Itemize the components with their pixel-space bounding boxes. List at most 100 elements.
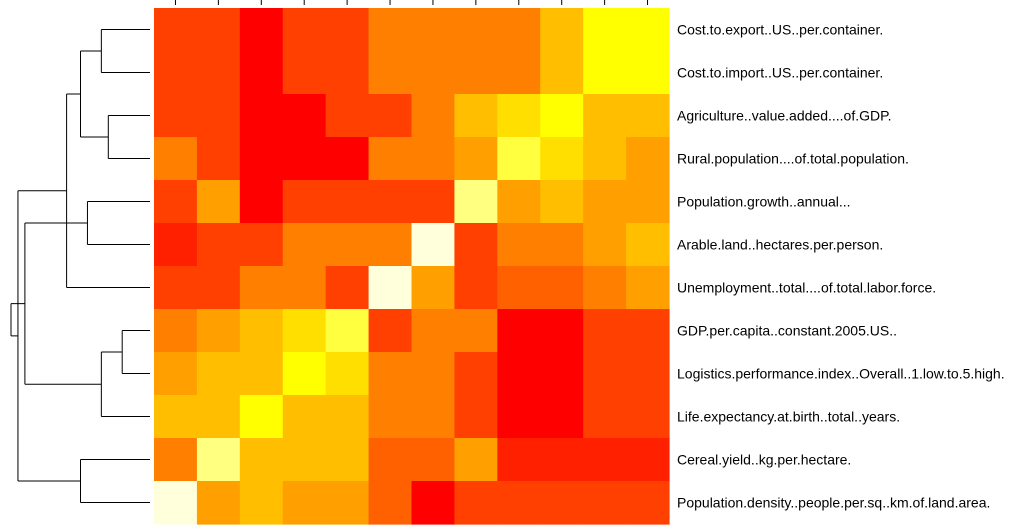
row-label: Life.expectancy.at.birth..total..years. [677, 409, 900, 425]
row-label: Unemployment..total....of.total.labor.fo… [677, 280, 936, 296]
heatmap-cell [239, 8, 284, 52]
heatmap-cell [196, 137, 241, 181]
heatmap-cell [540, 180, 584, 224]
heatmap-cell [368, 137, 413, 181]
heatmap-cell [154, 223, 198, 267]
heatmap-cell [497, 94, 541, 138]
heatmap-cell [154, 51, 198, 95]
heatmap-cell [454, 51, 498, 95]
heatmap-cell [454, 8, 498, 52]
heatmap-cell [411, 395, 456, 439]
heatmap-cell [540, 266, 584, 310]
heatmap-cell [497, 223, 541, 267]
heatmap-cell [454, 180, 498, 224]
heatmap-cell [282, 94, 327, 138]
heatmap-cell [325, 51, 370, 95]
heatmap-cell [626, 94, 670, 138]
row-label: Arable.land..hectares.per.person. [677, 237, 883, 253]
heatmap-cell [540, 438, 584, 482]
heatmap-cell [196, 395, 241, 439]
heatmap-cell [154, 180, 198, 224]
heatmap-cell [540, 352, 584, 396]
heatmap-cell [196, 180, 241, 224]
heatmap-cell [368, 438, 413, 482]
heatmap-cell [626, 180, 670, 224]
heatmap-cell [583, 352, 627, 396]
heatmap-cell [196, 94, 241, 138]
heatmap-cell [239, 266, 284, 310]
heatmap-cell [454, 266, 498, 310]
heatmap-cell [583, 94, 627, 138]
heatmap-cell [154, 309, 198, 353]
row-dendrogram [10, 29, 150, 503]
heatmap-cell [411, 352, 456, 396]
row-label: Cost.to.export..US..per.container. [677, 22, 883, 38]
heatmap-cell [583, 438, 627, 482]
heatmap-cell [454, 223, 498, 267]
heatmap-cell [325, 395, 370, 439]
heatmap-cell [497, 8, 541, 52]
heatmap-cell [411, 223, 456, 267]
heatmap-cell [368, 51, 413, 95]
heatmap-cell [411, 137, 456, 181]
row-label: Cereal.yield..kg.per.hectare. [677, 452, 851, 468]
heatmap-cell [282, 481, 327, 525]
heatmap-cell [454, 137, 498, 181]
heatmap-cell [368, 395, 413, 439]
heatmap-cell [282, 309, 327, 353]
heatmap-cell [411, 8, 456, 52]
heatmap-cell [239, 94, 284, 138]
heatmap-cell [325, 352, 370, 396]
heatmap-cell [325, 180, 370, 224]
heatmap-cell [454, 309, 498, 353]
heatmap-cell [626, 395, 670, 439]
heatmap-cell [154, 137, 198, 181]
heatmap-cell [196, 438, 241, 482]
heatmap-cell [583, 309, 627, 353]
heatmap-cell [325, 8, 370, 52]
heatmap-cell [368, 266, 413, 310]
heatmap-cell [282, 180, 327, 224]
heatmap-cell [196, 223, 241, 267]
heatmap-cell [368, 8, 413, 52]
heatmap-cell [154, 481, 198, 525]
row-label: Population.density..people.per.sq..km.of… [677, 495, 990, 511]
heatmap-cell [540, 137, 584, 181]
heatmap-cell [154, 395, 198, 439]
row-label: Population.growth..annual... [677, 194, 851, 210]
heatmap-cell [454, 352, 498, 396]
heatmap-cell [583, 8, 627, 52]
heatmap-cell [368, 352, 413, 396]
heatmap-cell [368, 180, 413, 224]
heatmap-cell [239, 51, 284, 95]
heatmap-cell [239, 438, 284, 482]
heatmap-cell [325, 266, 370, 310]
heatmap-cell [411, 180, 456, 224]
heatmap-cell [282, 8, 327, 52]
heatmap-cell [325, 137, 370, 181]
heatmap-cell [325, 94, 370, 138]
row-label: Rural.population....of.total.population. [677, 151, 909, 167]
heatmap-cell [497, 180, 541, 224]
heatmap-cell [540, 223, 584, 267]
heatmap-cell [626, 309, 670, 353]
row-label: GDP.per.capita..constant.2005.US.. [677, 323, 897, 339]
heatmap-cell [325, 438, 370, 482]
heatmap-cell [454, 438, 498, 482]
heatmap-cell [626, 8, 670, 52]
heatmap-cell [325, 481, 370, 525]
heatmap-cell [368, 94, 413, 138]
heatmap-cell [497, 438, 541, 482]
heatmap-cell [196, 8, 241, 52]
heatmap-cell [239, 309, 284, 353]
heatmap-cell [239, 180, 284, 224]
heatmap-cell [154, 94, 198, 138]
heatmap-cell [411, 481, 456, 525]
heatmap-cell [368, 223, 413, 267]
heatmap-cell [154, 8, 198, 52]
column-ticks [174, 0, 649, 5]
heatmap-cell [540, 309, 584, 353]
heatmap-cell [239, 223, 284, 267]
heatmap-cell [454, 395, 498, 439]
